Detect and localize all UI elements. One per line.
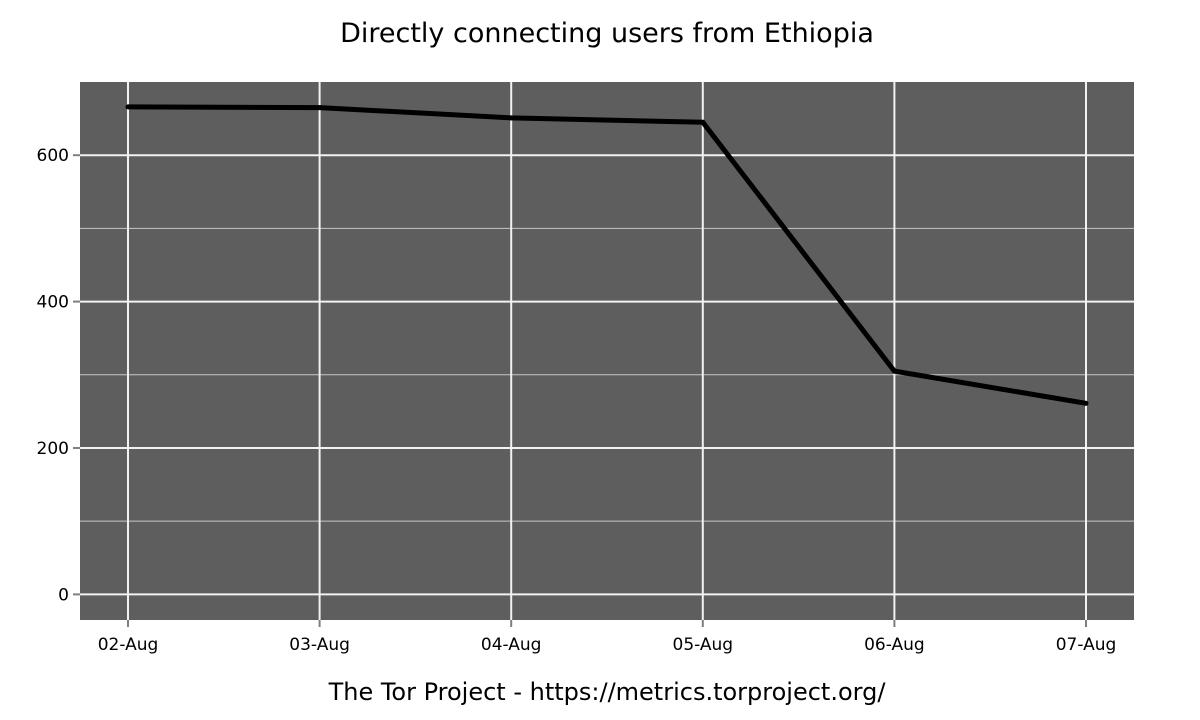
x-axis-tick-labels: 02-Aug 03-Aug 04-Aug 05-Aug 06-Aug 07-Aug	[98, 635, 1117, 655]
y-tick-label: 400	[37, 293, 69, 313]
series-line	[127, 104, 1087, 406]
data-point	[317, 105, 323, 111]
x-tick-label: 04-Aug	[481, 635, 542, 655]
chart-caption: The Tor Project - https://metrics.torpro…	[328, 678, 887, 706]
x-tick-label: 06-Aug	[864, 635, 925, 655]
chart-title: Directly connecting users from Ethiopia	[340, 18, 874, 49]
data-point	[891, 368, 897, 374]
tick-marks	[73, 154, 1087, 627]
x-tick-label: 05-Aug	[673, 635, 734, 655]
x-tick-label: 02-Aug	[98, 635, 159, 655]
data-point	[1083, 400, 1089, 406]
minor-grid	[80, 227, 1134, 522]
y-axis-tick-labels: 0 200 400 600	[37, 146, 69, 605]
x-tick-label: 03-Aug	[289, 635, 350, 655]
data-point	[125, 104, 131, 110]
plot-panel	[80, 82, 1134, 620]
data-point	[700, 119, 706, 125]
y-tick-label: 0	[58, 585, 69, 605]
series-layer	[125, 104, 1089, 406]
x-tick-label: 07-Aug	[1056, 635, 1117, 655]
data-point	[508, 115, 514, 121]
major-grid	[80, 82, 1134, 620]
y-tick-label: 200	[37, 439, 69, 459]
y-tick-label: 600	[37, 146, 69, 166]
